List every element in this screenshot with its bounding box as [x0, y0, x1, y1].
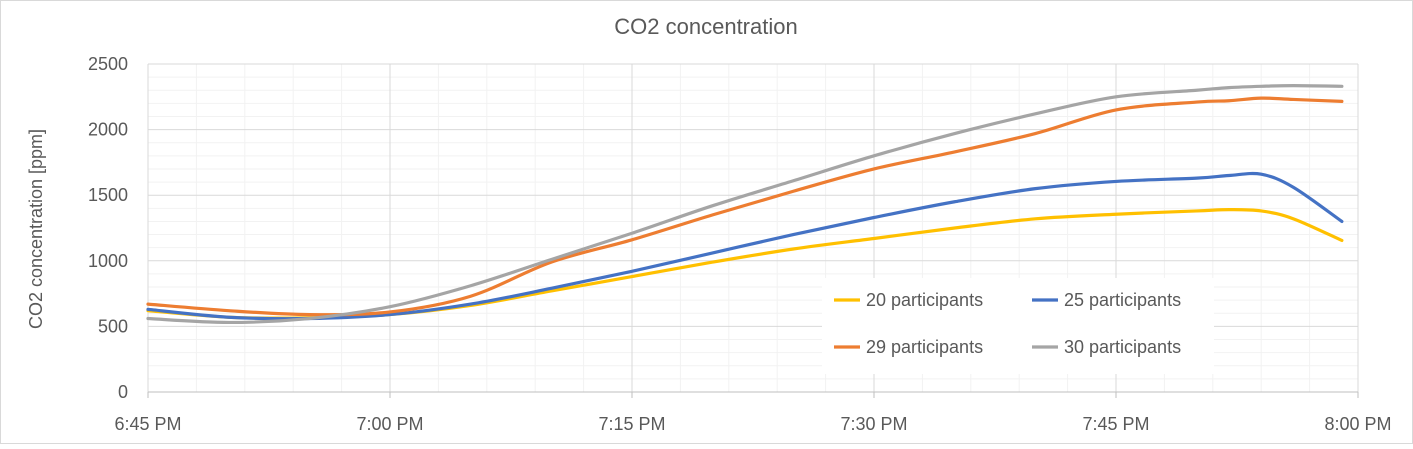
- x-tick-label: 6:45 PM: [114, 414, 181, 434]
- y-tick-label: 2000: [88, 120, 128, 140]
- series-lines: [146, 84, 1344, 325]
- y-axis-label: CO2 concentration [ppm]: [26, 129, 46, 329]
- legend-label: 30 participants: [1064, 337, 1181, 357]
- y-tick-labels: 0 500 1000 1500 2000 2500: [88, 54, 128, 402]
- series-line-2: [146, 171, 1344, 321]
- y-tick-label: 2500: [88, 54, 128, 74]
- series-line-3: [146, 96, 1344, 317]
- legend-label: 25 participants: [1064, 290, 1181, 310]
- x-tick-label: 7:00 PM: [356, 414, 423, 434]
- y-tick-label: 1500: [88, 185, 128, 205]
- x-tick-label: 7:15 PM: [598, 414, 665, 434]
- x-tick-labels: 6:45 PM 7:00 PM 7:15 PM 7:30 PM 7:45 PM 8:00 …: [114, 414, 1391, 434]
- x-axis: [147, 391, 1359, 398]
- x-tick-label: 7:45 PM: [1082, 414, 1149, 434]
- chart-title: CO2 concentration: [614, 14, 797, 39]
- y-tick-label: 0: [118, 382, 128, 402]
- legend: 20 participants 25 participants 29 partici…: [822, 278, 1214, 374]
- legend-label: 29 participants: [866, 337, 983, 357]
- y-tick-label: 1000: [88, 251, 128, 271]
- series-line-4: [146, 84, 1344, 325]
- legend-background: [822, 278, 1214, 374]
- legend-label: 20 participants: [866, 290, 983, 310]
- x-tick-label: 8:00 PM: [1324, 414, 1391, 434]
- x-tick-label: 7:30 PM: [840, 414, 907, 434]
- y-tick-label: 500: [98, 316, 128, 336]
